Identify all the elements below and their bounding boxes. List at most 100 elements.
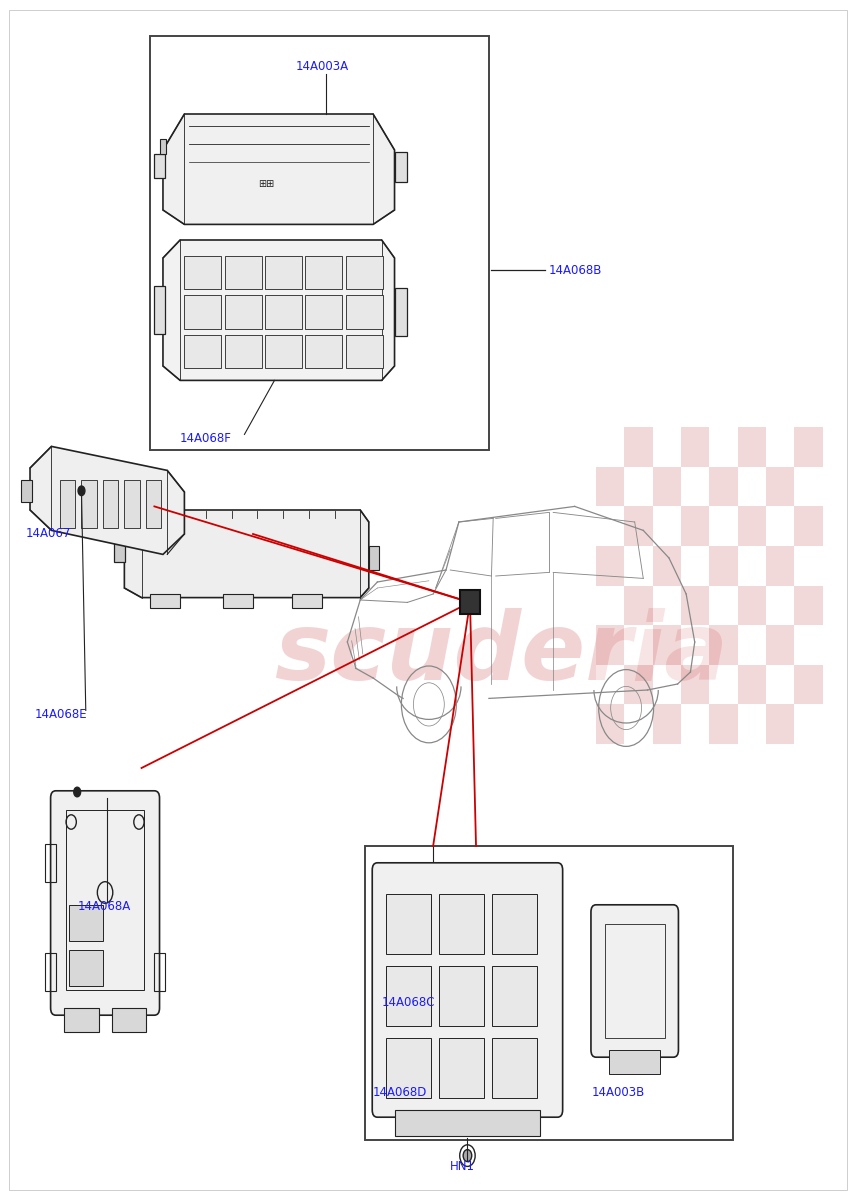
Bar <box>69 905 103 941</box>
Text: 14A068B: 14A068B <box>549 264 602 276</box>
Bar <box>795 427 823 467</box>
Bar <box>225 335 262 368</box>
Polygon shape <box>30 446 185 554</box>
Bar <box>394 152 407 182</box>
Bar <box>369 546 379 570</box>
Bar <box>305 335 342 368</box>
Text: scuderia: scuderia <box>275 608 728 700</box>
Bar <box>710 586 738 625</box>
Bar <box>596 506 624 546</box>
Bar <box>386 966 430 1026</box>
Bar <box>653 625 681 665</box>
Bar <box>492 966 537 1026</box>
Circle shape <box>132 529 139 539</box>
Bar <box>394 288 407 336</box>
Bar <box>185 256 222 289</box>
Bar <box>681 625 710 665</box>
Bar <box>766 506 795 546</box>
Bar <box>710 625 738 665</box>
Bar <box>624 546 653 586</box>
Bar <box>125 480 140 528</box>
Text: 14A068A: 14A068A <box>77 900 131 912</box>
Circle shape <box>74 787 81 797</box>
Bar <box>766 665 795 704</box>
Bar <box>386 1038 430 1098</box>
Bar <box>766 704 795 744</box>
Bar <box>596 665 624 704</box>
Bar <box>738 506 766 546</box>
Bar <box>795 665 823 704</box>
Bar <box>624 427 653 467</box>
Bar <box>64 1008 99 1032</box>
Bar <box>738 467 766 506</box>
Bar <box>766 467 795 506</box>
Circle shape <box>78 486 85 496</box>
Bar <box>439 966 484 1026</box>
Bar <box>738 586 766 625</box>
Bar <box>681 427 710 467</box>
Text: HN1: HN1 <box>450 1160 475 1172</box>
Bar <box>596 586 624 625</box>
Bar <box>155 154 165 178</box>
Bar <box>69 950 103 986</box>
Bar <box>766 625 795 665</box>
Bar <box>46 845 56 882</box>
Bar <box>21 480 32 502</box>
Bar <box>795 506 823 546</box>
Bar <box>596 625 624 665</box>
Bar <box>439 894 484 954</box>
Bar <box>60 480 76 528</box>
Bar <box>596 704 624 744</box>
Bar <box>492 894 537 954</box>
Bar <box>345 256 382 289</box>
Bar <box>150 36 489 450</box>
Bar <box>710 506 738 546</box>
Bar <box>345 335 382 368</box>
Bar <box>596 546 624 586</box>
Bar <box>225 295 262 329</box>
Bar <box>738 546 766 586</box>
Bar <box>766 427 795 467</box>
Bar <box>681 467 710 506</box>
Bar <box>710 546 738 586</box>
Bar <box>439 1038 484 1098</box>
Bar <box>653 546 681 586</box>
Bar <box>795 586 823 625</box>
Bar <box>394 1110 540 1136</box>
Bar <box>146 480 161 528</box>
Circle shape <box>463 1150 472 1162</box>
Bar <box>305 256 342 289</box>
Bar <box>795 625 823 665</box>
Bar <box>150 594 180 608</box>
Bar <box>161 139 167 154</box>
Text: 14A067: 14A067 <box>26 528 71 540</box>
Bar <box>155 953 165 991</box>
Polygon shape <box>163 240 394 380</box>
Bar <box>766 586 795 625</box>
Bar <box>795 546 823 586</box>
Bar <box>710 467 738 506</box>
Bar <box>653 586 681 625</box>
Bar <box>265 256 302 289</box>
Bar <box>460 590 480 614</box>
Bar <box>681 506 710 546</box>
Text: 14A068C: 14A068C <box>381 996 436 1008</box>
Bar <box>291 594 321 608</box>
Polygon shape <box>125 510 369 598</box>
Bar <box>624 704 653 744</box>
Bar <box>795 467 823 506</box>
Bar <box>653 704 681 744</box>
Bar <box>624 665 653 704</box>
FancyBboxPatch shape <box>591 905 679 1057</box>
Bar <box>223 594 253 608</box>
Bar <box>345 295 382 329</box>
Bar <box>155 286 165 334</box>
Text: 14A003B: 14A003B <box>592 1086 645 1098</box>
Bar <box>681 704 710 744</box>
Text: 14A068F: 14A068F <box>180 432 232 444</box>
Bar <box>653 467 681 506</box>
Bar <box>492 1038 537 1098</box>
Bar <box>710 665 738 704</box>
Text: 14A068D: 14A068D <box>373 1086 428 1098</box>
Bar <box>710 427 738 467</box>
